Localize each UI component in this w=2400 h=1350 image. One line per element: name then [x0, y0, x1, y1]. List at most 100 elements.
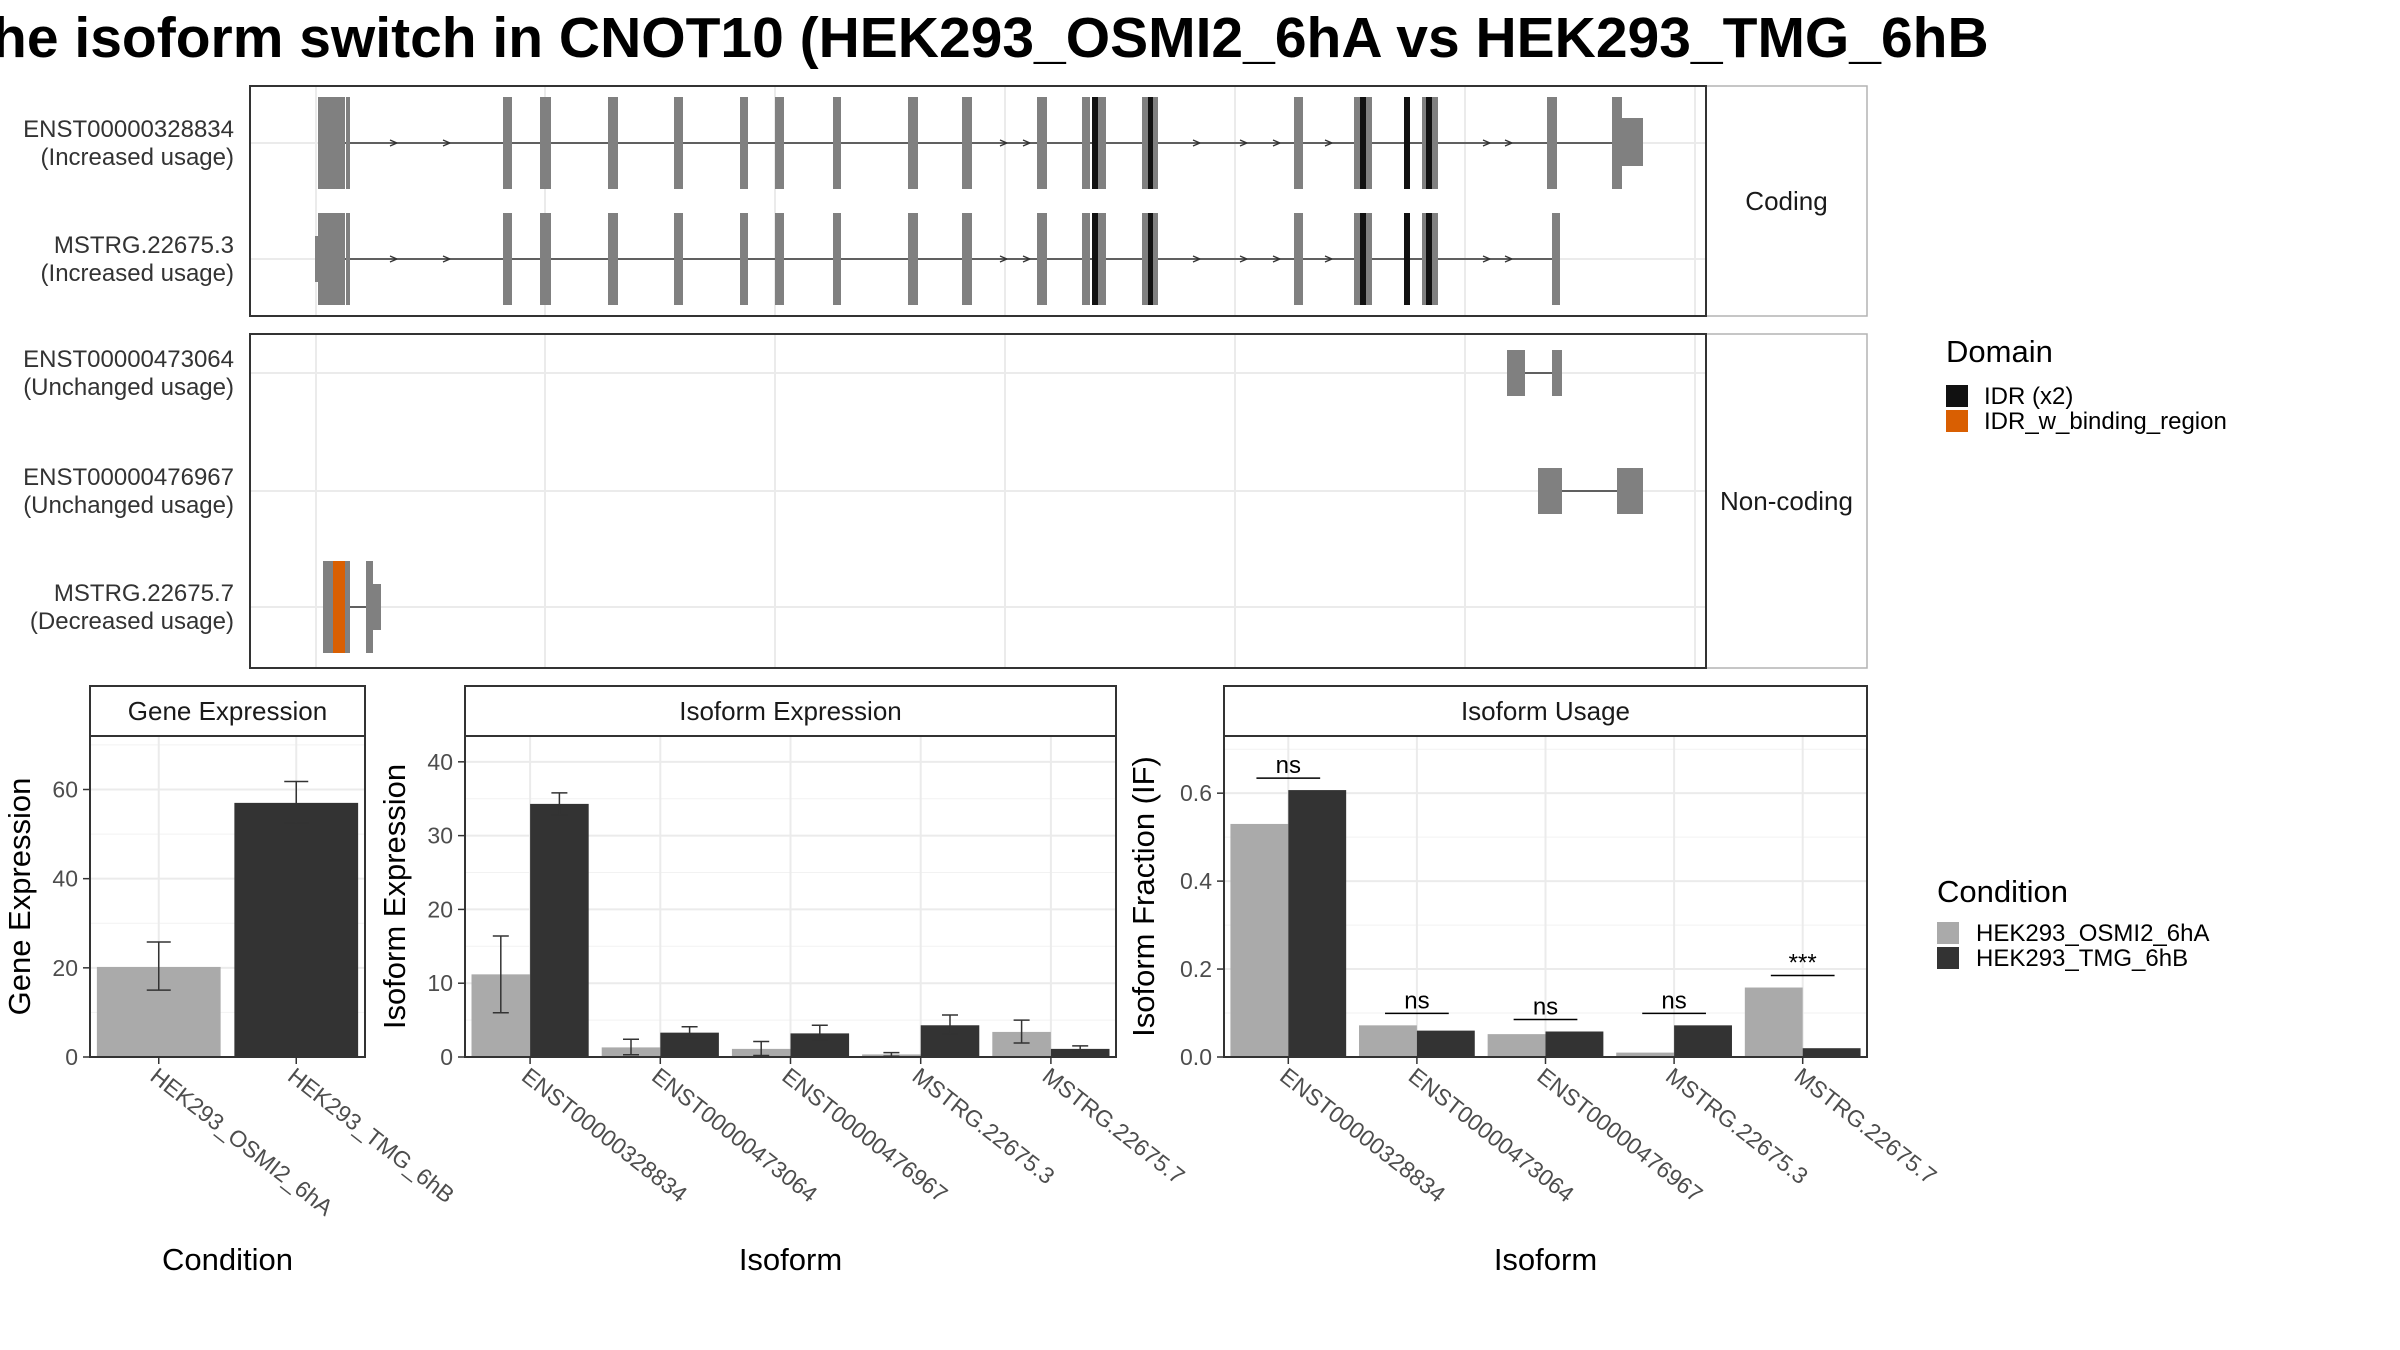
intron-arrow — [1504, 255, 1514, 263]
significance-label: ns — [1661, 987, 1686, 1014]
bar — [1744, 987, 1803, 1057]
intron-arrow — [1192, 255, 1202, 263]
bar — [1616, 1052, 1675, 1057]
error-bar — [146, 941, 171, 991]
exon — [1037, 97, 1047, 189]
isoform-row-usage: (Increased usage) — [41, 144, 234, 171]
exon — [1547, 97, 1557, 189]
exon — [674, 97, 683, 189]
significance-label: ns — [1404, 987, 1429, 1014]
isoform-row-id: MSTRG.22675.7 — [54, 580, 234, 607]
error-bar — [551, 792, 568, 816]
exon — [540, 97, 551, 189]
exon — [962, 97, 972, 189]
condition-legend-swatch — [1937, 947, 1959, 969]
exon — [1538, 468, 1562, 514]
exon — [1037, 213, 1047, 305]
y-tick-label: 0.4 — [1180, 868, 1212, 894]
y-tick-label: 0.0 — [1180, 1044, 1212, 1070]
bar — [234, 802, 359, 1057]
exon — [318, 97, 345, 189]
domain-legend-swatch — [1946, 385, 1968, 407]
exon — [503, 97, 512, 189]
intron-arrow — [389, 139, 399, 147]
idr-binding-domain — [333, 561, 345, 653]
intron-arrow — [999, 139, 1009, 147]
bar — [1416, 1030, 1475, 1057]
bar — [1802, 1048, 1861, 1057]
exon — [608, 97, 618, 189]
transcript-model — [1507, 350, 1562, 396]
isoform-row-usage: (Increased usage) — [41, 260, 234, 287]
error-bar — [1013, 1019, 1030, 1044]
condition-legend-label: HEK293_TMG_6hB — [1976, 945, 2188, 972]
y-tick-label: 0 — [65, 1044, 78, 1070]
intron-arrow — [1272, 139, 1282, 147]
bar — [1359, 1025, 1417, 1057]
exon — [608, 213, 618, 305]
significance-label: ns — [1276, 752, 1301, 779]
isoform-row-id: MSTRG.22675.3 — [54, 232, 234, 259]
idr-domain — [1092, 213, 1098, 305]
idr-domain — [1092, 97, 1098, 189]
exon — [346, 213, 350, 305]
panel-strip-label: Isoform Expression — [679, 696, 902, 726]
exon — [1082, 97, 1090, 189]
intron-arrow — [1239, 255, 1249, 263]
gene-expression-panel: Gene Expression0204060HEK293_OSMI2_6hAHE… — [2, 685, 459, 1277]
exon — [346, 97, 350, 189]
error-bar — [492, 935, 509, 1014]
exon — [1617, 468, 1643, 514]
bar — [1674, 1025, 1732, 1057]
intron-arrow — [1482, 139, 1492, 147]
intron-arrow — [442, 139, 452, 147]
exon — [1552, 350, 1562, 396]
idr-domain — [1426, 213, 1432, 305]
bar — [1288, 790, 1347, 1057]
facet-strip-label: Coding — [1745, 186, 1827, 216]
intron-arrow — [999, 255, 1009, 263]
transcript-model — [315, 213, 1560, 305]
exon — [833, 213, 841, 305]
bar — [1050, 1048, 1110, 1057]
exon — [1552, 213, 1560, 305]
exon — [775, 213, 784, 305]
idr-domain — [1360, 97, 1366, 189]
isoform-row-usage: (Decreased usage) — [30, 608, 234, 635]
exon — [1294, 213, 1303, 305]
idr-domain — [1148, 97, 1153, 189]
y-tick-label: 10 — [427, 970, 453, 996]
panel-strip-label: Isoform Usage — [1461, 696, 1630, 726]
domain-legend-title: Domain — [1946, 334, 2053, 369]
isoform-row-id: ENST00000328834 — [23, 116, 234, 143]
error-bar — [753, 1040, 770, 1057]
bar — [790, 1033, 850, 1057]
condition-legend-swatch — [1937, 922, 1959, 944]
exon — [366, 561, 373, 653]
significance-label: ns — [1533, 993, 1558, 1020]
exon — [833, 97, 841, 189]
exon — [1082, 213, 1090, 305]
y-tick-label: 20 — [427, 896, 453, 922]
idr-domain — [1426, 97, 1432, 189]
facet-background — [250, 334, 1706, 668]
y-tick-label: 0.6 — [1180, 780, 1212, 806]
idr-domain — [1360, 213, 1366, 305]
y-tick-label: 30 — [427, 823, 453, 849]
facet-strip — [1705, 85, 1868, 317]
transcript-model — [318, 97, 1643, 189]
y-axis-title: Isoform Fraction (IF) — [1126, 756, 1161, 1037]
intron-arrow — [1324, 139, 1334, 147]
x-axis-title: Isoform — [739, 1242, 842, 1277]
y-tick-label: 40 — [427, 749, 453, 775]
exon-utr — [371, 584, 381, 630]
intron-arrow — [1482, 255, 1492, 263]
condition-legend-title: Condition — [1937, 874, 2068, 909]
idr-domain — [1404, 213, 1410, 305]
exon — [908, 213, 918, 305]
isoform-row-id: ENST00000473064 — [23, 346, 234, 373]
exon — [740, 213, 748, 305]
exon — [962, 213, 972, 305]
error-bar — [941, 1014, 958, 1035]
